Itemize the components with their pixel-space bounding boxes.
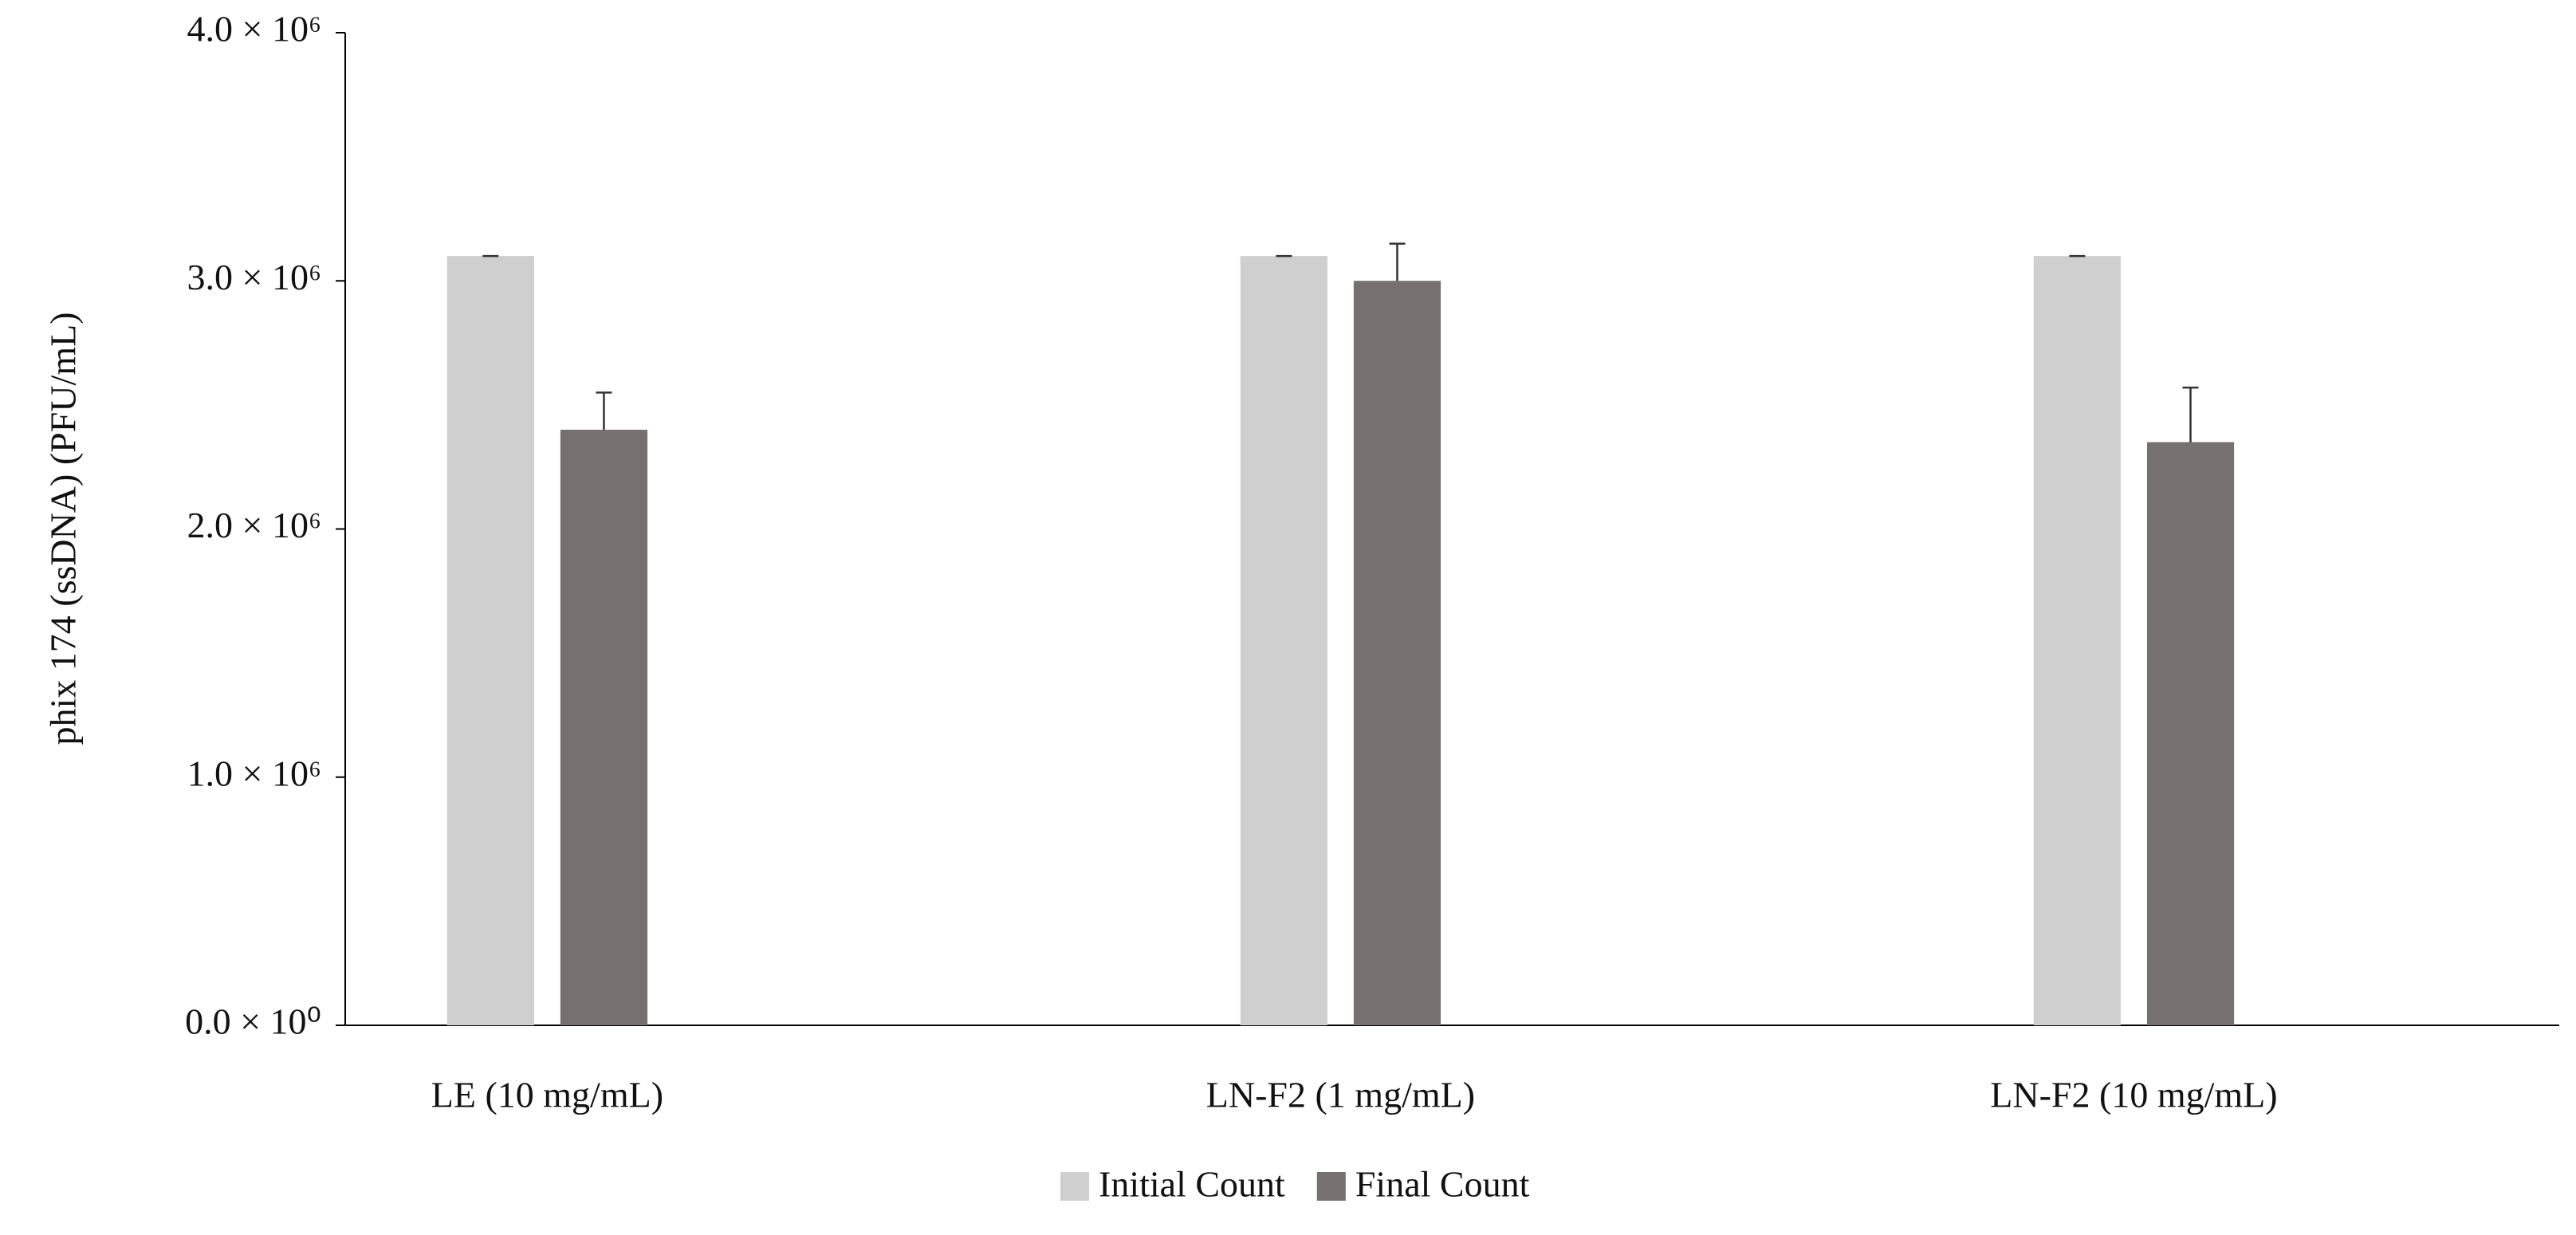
y-tick-label: 0.0 × 10⁰ [185,1001,321,1042]
bar [560,430,648,1025]
x-tick-label: LE (10 mg/mL) [431,1075,663,1115]
bar [2146,442,2235,1025]
legend-swatch [1316,1172,1346,1201]
legend-label: Final Count [1355,1164,1530,1205]
y-tick-label: 4.0 × 10⁶ [187,9,321,49]
y-tick-label: 3.0 × 10⁶ [187,257,321,297]
y-tick-label: 2.0 × 10⁶ [187,505,321,545]
bar [1353,281,1441,1025]
bar [446,256,534,1025]
legend-swatch [1060,1172,1089,1201]
x-tick-label: LN-F2 (1 mg/mL) [1206,1075,1475,1115]
bar [2033,256,2121,1025]
y-axis-title: phix 174 (ssDNA) (PFU/mL) [43,312,84,745]
legend-label: Initial Count [1099,1164,1285,1205]
x-tick-label: LN-F2 (10 mg/mL) [1990,1075,2277,1115]
bar [1240,256,1327,1025]
y-tick-label: 1.0 × 10⁶ [187,753,321,793]
